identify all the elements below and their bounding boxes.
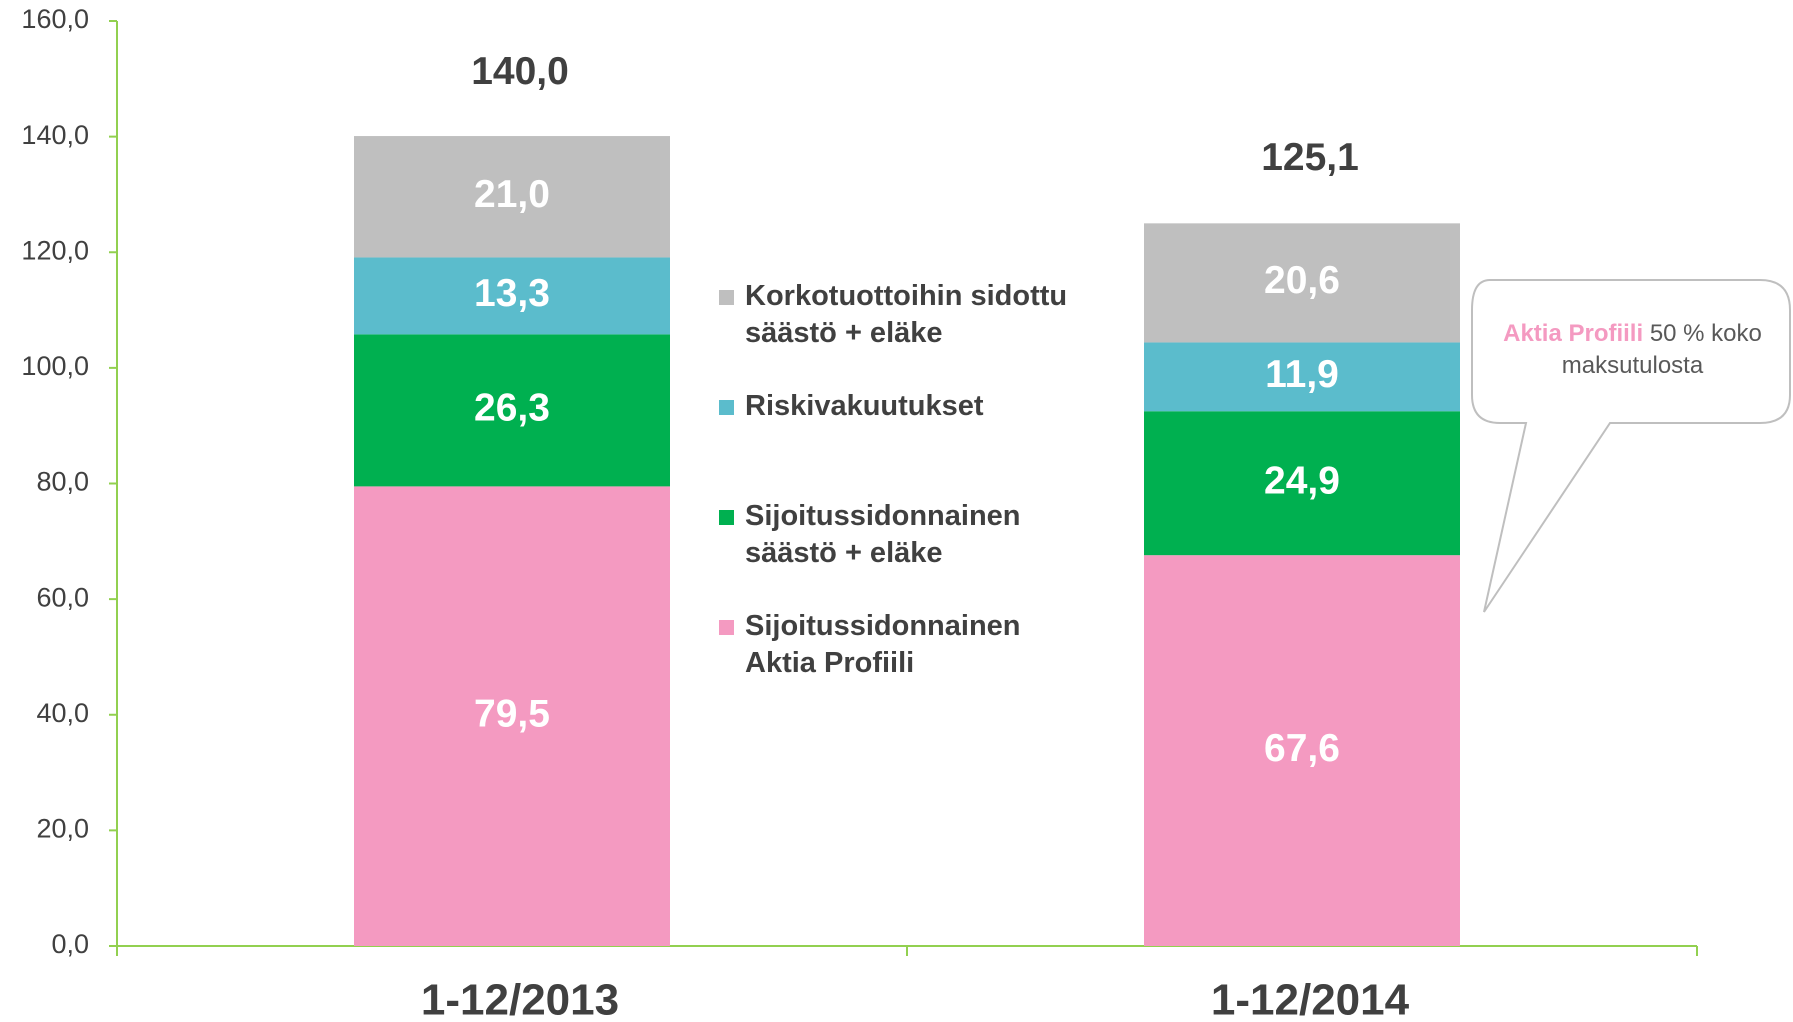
legend-swatch bbox=[719, 400, 734, 415]
x-tick-label: 1-12/2013 bbox=[421, 976, 619, 1022]
data-label: 20,6 bbox=[1264, 259, 1340, 302]
total-label: 125,1 bbox=[1261, 136, 1359, 179]
y-tick-label: 40,0 bbox=[36, 698, 89, 728]
y-tick-label: 140,0 bbox=[21, 120, 89, 150]
legend-item: Riskivakuutukset bbox=[719, 388, 1090, 425]
data-label: 79,5 bbox=[474, 692, 550, 735]
y-tick-label: 100,0 bbox=[21, 351, 89, 381]
data-label: 13,3 bbox=[474, 272, 550, 315]
callout-box bbox=[1471, 279, 1791, 613]
bar-segment bbox=[354, 257, 670, 335]
callout: Aktia Profiili 50 % koko maksutulosta bbox=[1480, 318, 1785, 382]
bar-segment bbox=[1144, 342, 1460, 412]
legend-swatch bbox=[719, 510, 734, 525]
legend-item: Sijoitussidonnainen säästö + eläke bbox=[719, 498, 1090, 572]
y-tick-label: 120,0 bbox=[21, 235, 89, 265]
data-label: 67,6 bbox=[1264, 727, 1340, 770]
data-label: 26,3 bbox=[474, 387, 550, 430]
legend-item: Korkotuottoihin sidottu säästö + eläke bbox=[719, 278, 1090, 352]
y-tick-label: 60,0 bbox=[36, 582, 89, 612]
bar-segment bbox=[354, 334, 670, 487]
bar-segment bbox=[1144, 555, 1460, 946]
x-tick-label: 1-12/2014 bbox=[1211, 976, 1410, 1022]
callout-text: 50 % koko maksutulosta bbox=[1561, 320, 1762, 379]
data-label: 11,9 bbox=[1265, 353, 1339, 396]
y-tick-label: 20,0 bbox=[36, 814, 89, 844]
y-tick-label: 0,0 bbox=[51, 929, 89, 959]
bar-segment bbox=[354, 486, 670, 946]
legend-label: Sijoitussidonnainen Aktia Profiili bbox=[745, 610, 1021, 679]
bar-segment bbox=[1144, 411, 1460, 556]
total-label: 140,0 bbox=[471, 50, 569, 93]
bar-segment bbox=[354, 136, 670, 258]
bar-segment bbox=[1144, 223, 1460, 343]
callout-highlight: Aktia Profiili bbox=[1503, 320, 1644, 347]
legend-swatch bbox=[719, 290, 734, 305]
data-label: 21,0 bbox=[474, 173, 550, 216]
legend-swatch bbox=[719, 620, 734, 635]
y-tick-label: 160,0 bbox=[21, 4, 89, 34]
y-tick-label: 80,0 bbox=[36, 467, 89, 497]
legend-item: Sijoitussidonnainen Aktia Profiili bbox=[719, 608, 1090, 682]
legend-label: Riskivakuutukset bbox=[745, 390, 984, 422]
legend-label: Korkotuottoihin sidottu säästö + eläke bbox=[745, 280, 1068, 349]
legend-label: Sijoitussidonnainen säästö + eläke bbox=[745, 500, 1021, 569]
data-label: 24,9 bbox=[1264, 460, 1340, 503]
